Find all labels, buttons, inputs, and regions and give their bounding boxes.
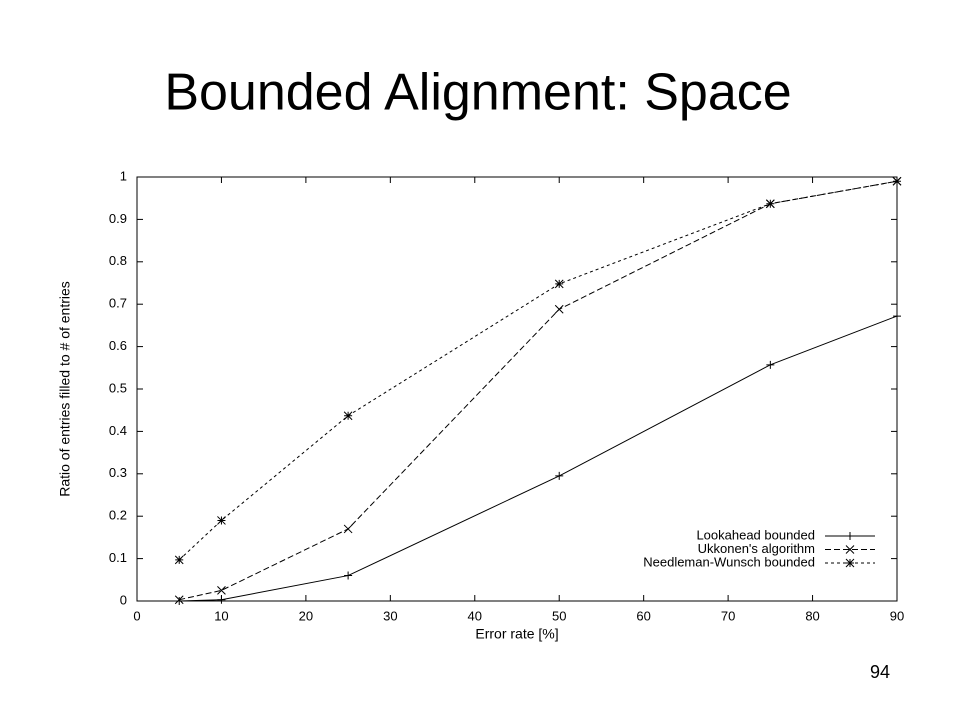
marker [174, 595, 184, 605]
y-tick-label: 0.1 [109, 550, 127, 565]
marker [555, 471, 564, 480]
y-tick-label: 0.7 [109, 296, 127, 311]
y-tick-label: 0.9 [109, 211, 127, 226]
y-tick-label: 0 [120, 592, 127, 607]
x-tick-label: 20 [299, 608, 313, 623]
x-tick-label: 0 [133, 608, 140, 623]
y-tick-label: 0.6 [109, 338, 127, 353]
marker [846, 532, 854, 540]
slide-title: Bounded Alignment: Space [164, 64, 791, 122]
marker [766, 360, 775, 369]
y-axis-label: Ratio of entries filled to # of entries [57, 281, 73, 497]
y-tick-label: 0.3 [109, 465, 127, 480]
x-tick-label: 30 [383, 608, 397, 623]
y-tick-label: 1 [120, 168, 127, 183]
marker [892, 176, 902, 186]
marker [217, 586, 226, 595]
y-tick-label: 0.8 [109, 253, 127, 268]
legend-label: Needleman-Wunsch bounded [643, 554, 815, 569]
marker [554, 279, 564, 289]
legend-label: Ukkonen's algorithm [698, 541, 815, 556]
x-tick-label: 50 [552, 608, 566, 623]
marker [217, 516, 226, 525]
series-line [179, 315, 898, 602]
series-line [179, 180, 898, 601]
marker [175, 597, 184, 605]
legend-label: Lookahead bounded [696, 527, 815, 542]
marker [174, 555, 184, 565]
y-tick-label: 0.5 [109, 380, 127, 395]
x-tick-label: 10 [214, 608, 228, 623]
marker [344, 571, 353, 580]
x-tick-label: 60 [636, 608, 650, 623]
marker [343, 411, 353, 421]
marker [765, 199, 775, 209]
marker [217, 595, 226, 604]
x-tick-label: 80 [805, 608, 819, 623]
x-tick-label: 40 [468, 608, 482, 623]
y-tick-label: 0.2 [109, 508, 127, 523]
marker [554, 304, 564, 314]
marker [845, 545, 855, 554]
series-line [178, 180, 898, 561]
page-number: 94 [870, 662, 890, 682]
y-tick-label: 0.4 [109, 423, 127, 438]
marker [343, 524, 353, 534]
x-tick-label: 70 [721, 608, 735, 623]
x-axis-label: Error rate [%] [475, 626, 558, 642]
marker [845, 558, 855, 568]
marker [893, 312, 901, 321]
x-tick-label: 90 [890, 608, 904, 623]
